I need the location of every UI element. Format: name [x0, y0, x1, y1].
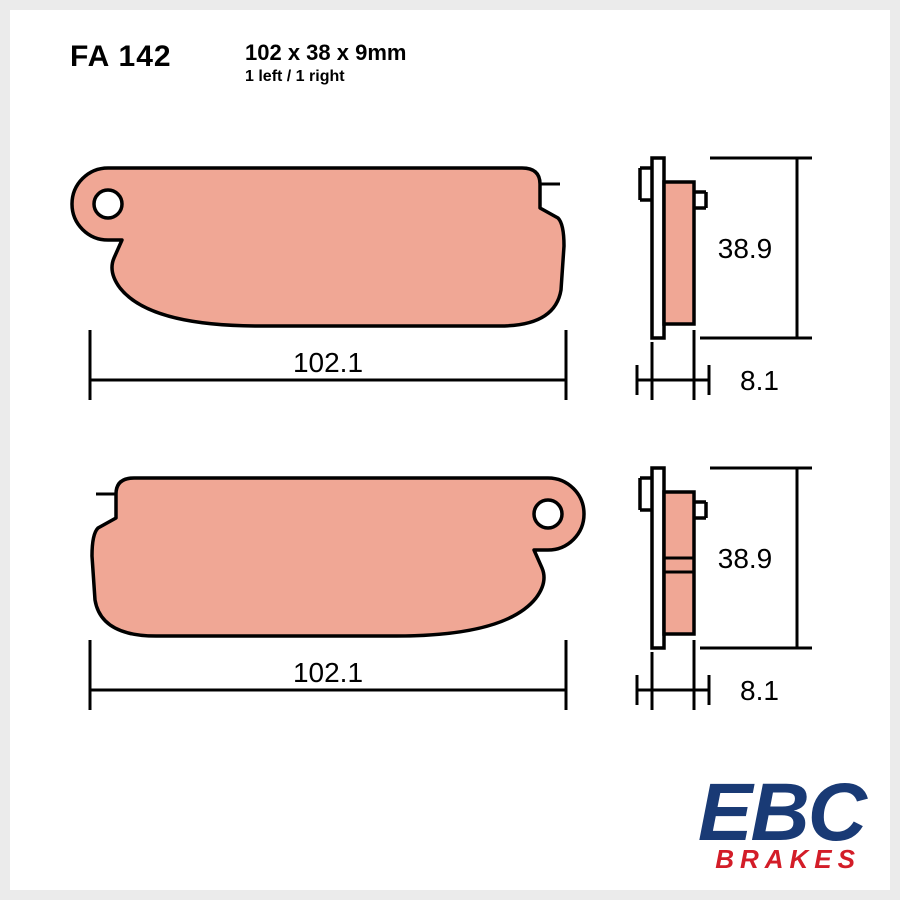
pad-bottom-height-label: 38.9	[718, 543, 773, 574]
diagram-svg: 102.1 38.9 8.1	[0, 0, 900, 900]
pad-top-thickness-dim: 8.1	[637, 330, 779, 400]
pad-bottom-thickness-dim: 8.1	[637, 640, 779, 710]
pad-top-thickness-label: 8.1	[740, 365, 779, 396]
pad-top-width-dim: 102.1	[90, 330, 566, 400]
pad-top-height-dim: 38.9	[700, 158, 812, 338]
pad-top-height-label: 38.9	[718, 233, 773, 264]
pad-top-side	[640, 158, 706, 338]
logo-tagline: BRAKES	[698, 844, 861, 875]
brand-logo: EBC BRAKES	[698, 778, 865, 875]
pad-bottom-face	[92, 478, 584, 636]
pad-bottom-width-label: 102.1	[293, 657, 363, 688]
pad-top-width-label: 102.1	[293, 347, 363, 378]
pad-bottom-side	[640, 468, 706, 648]
pad-top-face	[72, 168, 564, 326]
logo-brand: EBC	[698, 778, 865, 848]
pad-bottom-width-dim: 102.1	[90, 640, 566, 710]
pad-bottom-thickness-label: 8.1	[740, 675, 779, 706]
pad-bottom-height-dim: 38.9	[700, 468, 812, 648]
